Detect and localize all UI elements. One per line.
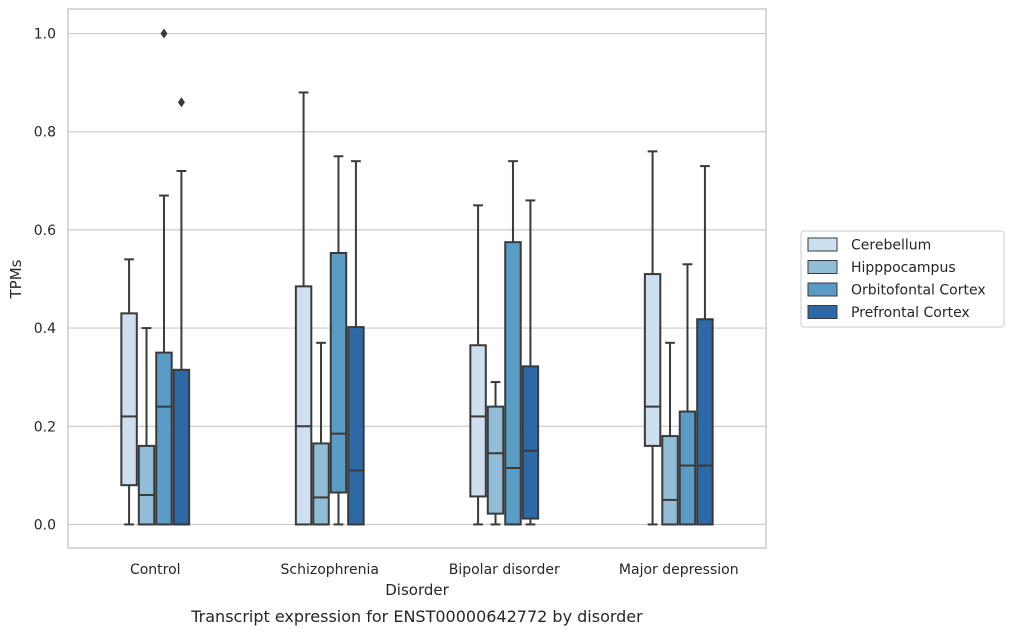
iqr-box [120,312,138,487]
iqr-box [172,368,191,526]
x-tick-label: Control [130,562,181,578]
iqr-box [696,318,714,526]
legend-swatch [807,237,838,252]
legend-label: Prefrontal Cortex [851,305,970,321]
y-tick-label: 0.0 [34,517,56,533]
box-hipppocampus [661,341,679,526]
box-hipppocampus [312,341,330,526]
box-prefrontal-cortex [696,165,714,526]
iqr-box [312,442,330,526]
legend-label: Cerebellum [851,238,931,254]
y-tick-label: 1.0 [34,27,56,43]
iqr-box [486,405,505,515]
iqr-box [504,241,522,526]
box-prefrontal-cortex [521,199,540,526]
x-axis-label: Disorder [385,581,449,599]
legend-label: Hipppocampus [851,260,956,276]
iqr-box [347,326,365,526]
box-cerebellum [120,258,138,526]
y-tick-label: 0.8 [34,125,56,141]
legend: Cerebellum Hipppocampus Orbitofontal Corte… [800,230,1005,328]
x-tick-label: Major depression [619,562,739,578]
x-tick-label: Schizophrenia [281,562,379,578]
legend-swatch [807,282,838,297]
iqr-box [521,365,540,520]
iqr-box [661,435,679,526]
box-cerebellum [643,150,662,526]
chart-caption: Transcript expression for ENST0000064277… [190,607,643,626]
iqr-box [643,273,662,447]
iqr-box [137,444,156,526]
box-cerebellum [294,91,313,526]
legend-swatch [807,305,838,319]
box-prefrontal-cortex [347,160,365,526]
outlier-point [160,28,168,39]
iqr-box [155,351,173,526]
iqr-box [678,410,697,526]
outlier-point [177,97,185,108]
iqr-box [329,251,348,494]
box-prefrontal-cortex [172,97,191,526]
box-orbitofontal-cortex [504,160,522,526]
box-hipppocampus [137,327,156,526]
legend-label: Orbitofontal Cortex [851,283,986,299]
box-orbitofontal-cortex [155,28,173,526]
y-tick-label: 0.2 [34,419,56,435]
box-series [120,28,714,526]
y-axis-label: TPMs [7,259,25,299]
legend-frame [800,230,1005,328]
box-orbitofontal-cortex [678,263,697,526]
box-cerebellum [469,204,487,526]
legend-swatch [807,260,838,274]
y-tick-label: 0.4 [34,321,56,337]
iqr-box [294,285,313,526]
box-hipppocampus [486,381,505,526]
x-tick-labels: Control Schizophrenia Bipolar disorder Majo… [130,562,739,578]
y-tick-labels: 0.0 0.2 0.4 0.6 0.8 1.0 [34,27,56,534]
y-tick-label: 0.6 [34,223,56,239]
iqr-box [469,344,487,498]
x-tick-label: Bipolar disorder [449,562,560,578]
box-orbitofontal-cortex [329,155,348,526]
